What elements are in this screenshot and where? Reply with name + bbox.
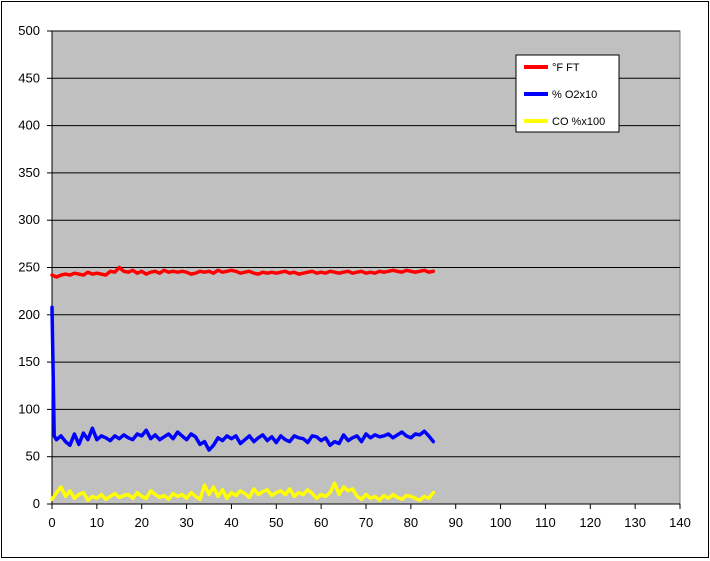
y-tick-label: 100 (18, 401, 40, 416)
series-line-2 (50, 481, 436, 502)
x-tick-label: 110 (535, 515, 556, 530)
y-tick-label: 200 (18, 307, 40, 322)
x-tick-label: 100 (490, 515, 512, 530)
x-tick-label: 80 (404, 515, 418, 530)
x-tick-label: 130 (624, 515, 646, 530)
y-tick-label: 300 (18, 212, 40, 227)
x-tick-label: 50 (269, 515, 283, 530)
y-tick-label: 350 (18, 165, 40, 180)
legend-label-1: % O2x10 (552, 89, 597, 101)
y-tick-label: 0 (33, 496, 40, 511)
x-tick-label: 60 (314, 515, 328, 530)
series-group (50, 265, 436, 502)
x-tick-label: 40 (224, 515, 238, 530)
x-tick-label: 20 (134, 515, 148, 530)
legend-label-2: CO %x100 (552, 116, 605, 128)
series-line-1 (50, 305, 436, 452)
x-tick-label: 90 (448, 515, 462, 530)
y-tick-label: 150 (18, 354, 40, 369)
y-tick-label: 250 (18, 260, 40, 275)
x-tick-label: 140 (669, 515, 691, 530)
legend-label-0: °F FT (552, 62, 580, 74)
series-line-0 (50, 265, 436, 279)
y-tick-label: 400 (18, 118, 40, 133)
y-tick-label: 450 (18, 70, 40, 85)
legend: °F FT % O2x10 CO %x100 (515, 54, 620, 133)
x-tick-label: 30 (179, 515, 193, 530)
y-axis: 0 50 100 150 200 250 300 350 400 450 500 (18, 23, 53, 511)
x-axis: 0 10 20 30 40 50 60 70 80 90 100 110 120 130 140 (48, 503, 691, 530)
y-tick-label: 500 (18, 23, 40, 38)
x-tick-label: 70 (359, 515, 373, 530)
x-tick-label: 10 (90, 515, 104, 530)
x-tick-label: 120 (579, 515, 601, 530)
x-tick-label: 0 (48, 515, 55, 530)
y-tick-label: 50 (26, 449, 40, 464)
